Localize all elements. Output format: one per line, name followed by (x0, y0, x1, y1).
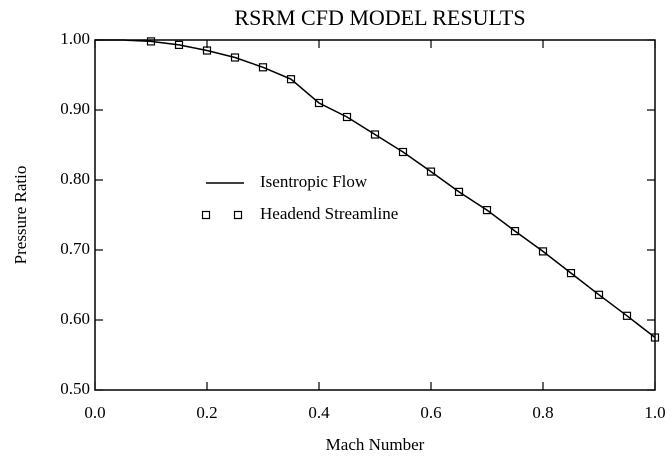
x-tick-label: 0.0 (84, 403, 105, 422)
x-tick-label: 0.8 (532, 403, 553, 422)
plot-frame (94, 39, 656, 391)
y-axis-label: Pressure Ratio (11, 166, 30, 265)
marker (174, 40, 184, 50)
marker (342, 112, 352, 122)
y-tick-label: 1.00 (60, 29, 90, 48)
y-tick-label: 0.50 (60, 379, 90, 398)
y-tick-label: 0.90 (60, 99, 90, 118)
marker (566, 269, 576, 278)
marker (454, 187, 464, 196)
marker (426, 167, 436, 176)
x-tick-label: 0.6 (420, 403, 441, 422)
marker (258, 63, 268, 72)
marker (370, 130, 380, 139)
marker (622, 311, 632, 320)
x-tick-label: 0.2 (196, 403, 217, 422)
marker (398, 147, 408, 157)
marker (650, 333, 660, 342)
marker (538, 247, 548, 256)
marker (286, 75, 296, 84)
series-line (95, 39, 656, 339)
marker (202, 46, 212, 55)
legend-label: Isentropic Flow (260, 172, 368, 191)
legend-swatch (233, 210, 243, 220)
marker (230, 53, 240, 62)
marker (146, 37, 156, 46)
legend-swatch (201, 210, 211, 220)
marker (482, 206, 492, 215)
marker (594, 290, 604, 299)
marker (510, 227, 520, 236)
y-tick-label: 0.70 (60, 239, 90, 258)
marker (314, 98, 324, 108)
chart-title: RSRM CFD MODEL RESULTS (234, 5, 525, 30)
y-tick-label: 0.60 (60, 309, 90, 328)
x-tick-label: 0.4 (308, 403, 330, 422)
legend-label: Headend Streamline (260, 204, 398, 223)
y-tick-label: 0.80 (60, 169, 90, 188)
x-axis-label: Mach Number (326, 435, 425, 454)
x-tick-label: 1.0 (644, 403, 665, 422)
